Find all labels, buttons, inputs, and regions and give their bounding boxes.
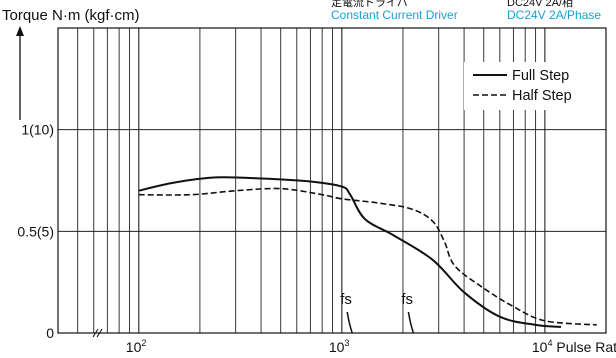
y-tick-label: 0.5(5) [17, 223, 54, 239]
legend-label-half-step: Half Step [512, 88, 572, 104]
x-tick-label: 102 [126, 338, 147, 355]
fs-annotation-tail [407, 311, 415, 334]
annotations-layer: fs fs [340, 291, 415, 334]
series-layer [138, 176, 597, 328]
fs-annotation-tail [346, 311, 353, 334]
y-axis-label: Torque N·m (kgf·cm) [2, 7, 140, 24]
driver-label: Constant Current Driver [331, 8, 458, 22]
fs-annotation-label: fs [340, 291, 352, 308]
minor-gridlines [77, 28, 537, 333]
y-tick-label: 1(10) [21, 122, 54, 138]
y-axis-arrow-head [16, 26, 24, 36]
series-line-half-step [138, 187, 597, 326]
driver-spec: DC24V 2A/Phase [507, 8, 601, 22]
plot-frame [57, 27, 607, 334]
y-tick-label: 0 [46, 325, 54, 341]
legend-label-full-step: Full Step [512, 68, 569, 84]
axis-break-mark [92, 328, 103, 338]
x-tick-labels: 102 103 104 Pulse Rate (PPS) [126, 338, 616, 355]
driver-label-cut: 定電流ドライバ [331, 0, 408, 9]
x-tick-label: 103 [329, 338, 350, 355]
x-tick-label: 104 Pulse Rate (PPS) [532, 338, 616, 355]
legend-box [464, 62, 604, 110]
fs-annotation-label: fs [401, 291, 413, 308]
y-tick-labels: 0 0.5(5) 1(10) [17, 122, 54, 341]
series-line-full-step [138, 176, 562, 328]
driver-spec-cut: DC24V 2A/相 [507, 0, 573, 9]
